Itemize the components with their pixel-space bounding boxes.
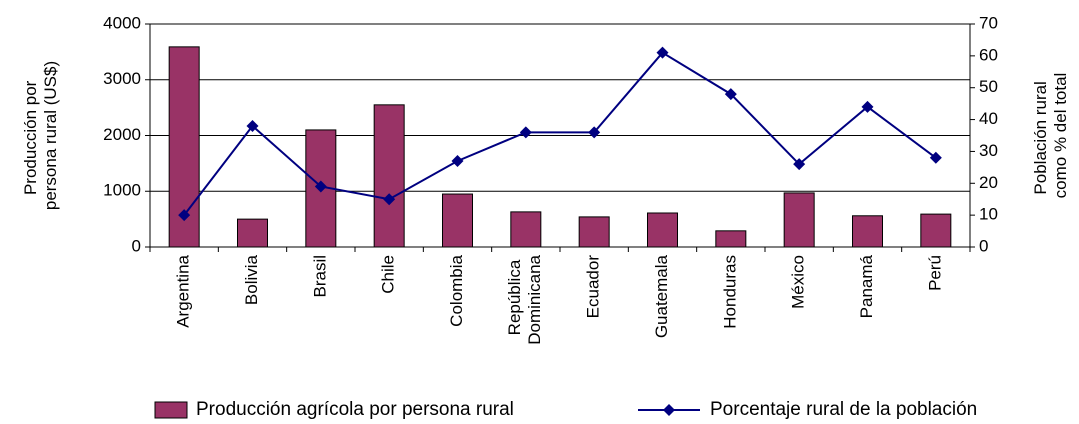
bar	[510, 211, 542, 248]
x-tick-label: Panamá	[857, 254, 876, 318]
x-tick-label: Ecuador	[584, 255, 603, 319]
y2-tick-label: 60	[979, 45, 998, 64]
legend-marker	[663, 404, 675, 416]
x-tick-label: Chile	[379, 255, 398, 294]
x-tick-label: Guatemala	[652, 254, 671, 338]
bar	[783, 192, 815, 248]
y2-tick-label: 0	[979, 236, 988, 255]
x-tick-label: México	[789, 255, 808, 309]
y2-tick-label: 40	[979, 109, 998, 128]
line-marker	[656, 46, 669, 59]
line-marker	[246, 119, 259, 132]
y2-tick-label: 20	[979, 173, 998, 192]
x-tick-label: Honduras	[720, 255, 739, 329]
line-marker	[793, 158, 806, 171]
line-marker	[178, 209, 191, 222]
y-tick-label: 2000	[103, 125, 141, 144]
bar	[852, 215, 883, 248]
x-tick-label: República Dominicana	[505, 254, 544, 344]
y2-tick-label: 30	[979, 141, 998, 160]
line-marker	[314, 180, 327, 193]
y-tick-label: 1000	[103, 181, 141, 200]
y-tick-label: 3000	[103, 69, 141, 88]
line-marker	[861, 100, 874, 113]
x-tick-label: Perú	[925, 255, 944, 291]
x-tick-label: Bolivia	[242, 254, 261, 305]
bar	[647, 212, 678, 248]
line-marker	[724, 88, 737, 101]
y-tick-label: 0	[132, 236, 141, 255]
x-tick-label: Colombia	[447, 254, 466, 326]
legend-swatch	[154, 401, 188, 419]
bar	[920, 213, 952, 248]
y2-tick-label: 70	[979, 13, 998, 32]
y-tick-label: 4000	[103, 13, 141, 32]
bar	[715, 230, 747, 248]
bar	[578, 216, 610, 248]
line-marker	[588, 126, 601, 139]
y-axis-label: Producción por persona rural (US$)	[21, 61, 60, 210]
legend-label: Porcentaje rural de la población	[710, 399, 977, 420]
line	[183, 51, 937, 216]
bar	[373, 104, 405, 248]
y2-tick-label: 10	[979, 205, 998, 224]
y2-tick-label: 50	[979, 77, 998, 96]
bar	[237, 218, 268, 248]
line-marker	[519, 126, 532, 139]
line-marker	[929, 151, 942, 164]
line-marker	[383, 193, 396, 206]
x-tick-label: Argentina	[174, 254, 193, 327]
x-tick-label: Brasil	[310, 255, 329, 298]
bar	[442, 193, 473, 248]
y2-axis-label: Población rural como % del total	[1031, 73, 1070, 199]
line-marker	[451, 154, 464, 167]
legend-label: Producción agrícola por persona rural	[196, 399, 514, 420]
